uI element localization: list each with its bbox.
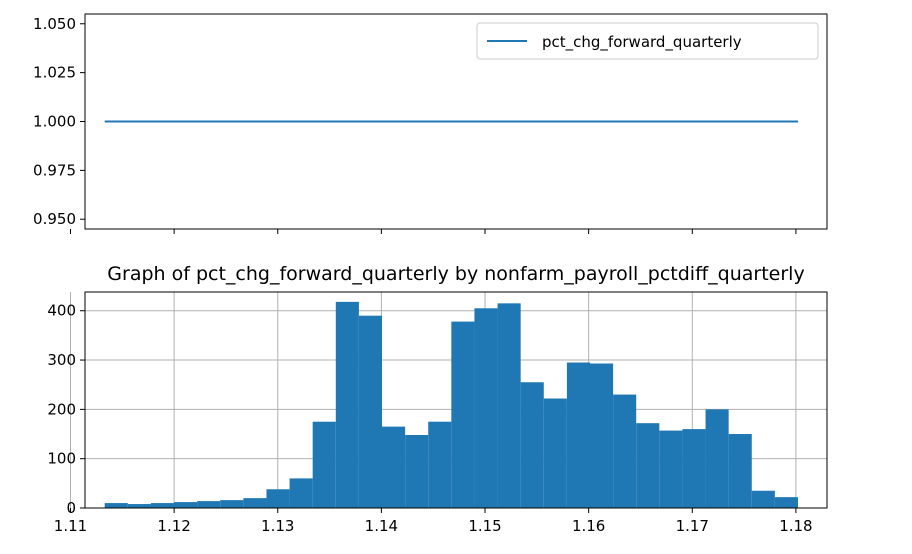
x-tick-label: 1.17: [676, 517, 709, 535]
y-tick-label: 100: [47, 450, 76, 468]
y-tick-label: 300: [47, 351, 76, 369]
histogram-bar: [774, 497, 798, 508]
y-tick-label: 1.050: [33, 15, 76, 33]
histogram-bars: [104, 301, 798, 508]
histogram-bar: [358, 315, 383, 508]
histogram-bar: [589, 363, 614, 508]
histogram-bar: [566, 362, 590, 508]
histogram-bar: [312, 421, 336, 508]
histogram-bar: [127, 504, 151, 508]
histogram-bar: [266, 489, 290, 508]
histogram-bar: [197, 501, 221, 508]
histogram-bar: [335, 301, 359, 508]
y-tick-label: 1.000: [33, 113, 76, 131]
histogram-bar: [751, 490, 775, 508]
y-tick-label: 200: [47, 400, 76, 418]
histogram-bar: [497, 303, 521, 508]
x-tick-label: 1.13: [261, 517, 294, 535]
y-tick-label: 0.975: [33, 161, 76, 179]
histogram-bar: [705, 409, 729, 508]
histogram-bar: [382, 426, 406, 508]
legend-box: [476, 22, 819, 60]
histogram-bar: [682, 429, 706, 508]
histogram-plot-frame: [84, 291, 828, 509]
line-subplot: 0.950 0.975 1.000 1.025 1.050 pct_chg_forwar…: [33, 13, 828, 234]
y-tick-label: 0: [66, 499, 76, 517]
line-x-ticks: [69, 229, 797, 234]
histogram-bar: [636, 423, 660, 508]
histogram-bar: [659, 430, 683, 508]
line-plot-frame: [84, 13, 828, 230]
x-tick-label: 1.11: [54, 517, 87, 535]
histogram-bar: [150, 503, 175, 508]
x-tick-label: 1.14: [365, 517, 398, 535]
histogram-bar: [289, 478, 313, 508]
histogram-bar: [474, 308, 498, 508]
histogram-bar: [104, 503, 128, 508]
histogram-bar: [520, 382, 544, 508]
histogram-x-ticks: 1.11 1.12 1.13 1.14 1.15 1.16 1.17 1.18: [54, 508, 813, 535]
y-tick-label: 400: [47, 302, 76, 320]
x-tick-label: 1.18: [779, 517, 812, 535]
x-tick-label: 1.16: [572, 517, 605, 535]
histogram-bar: [243, 498, 267, 508]
histogram-bar: [728, 434, 752, 508]
legend: pct_chg_forward_quarterly: [476, 22, 819, 60]
histogram-title: Graph of pct_chg_forward_quarterly by no…: [107, 263, 804, 285]
histogram-bar: [451, 321, 475, 508]
histogram-bar: [428, 421, 452, 508]
histogram-bar: [174, 502, 198, 508]
legend-label: pct_chg_forward_quarterly: [542, 33, 742, 52]
histogram-bar: [220, 500, 244, 508]
x-tick-label: 1.15: [468, 517, 501, 535]
histogram-y-ticks: 0 100 200 300 400: [47, 302, 85, 517]
histogram-bar: [543, 398, 567, 508]
y-tick-label: 1.025: [33, 64, 76, 82]
x-tick-label: 1.12: [157, 517, 190, 535]
y-tick-label: 0.950: [33, 210, 76, 228]
histogram-bar: [405, 435, 429, 508]
histogram-bar: [613, 394, 637, 508]
line-y-ticks: 0.950 0.975 1.000 1.025 1.050: [33, 15, 85, 228]
